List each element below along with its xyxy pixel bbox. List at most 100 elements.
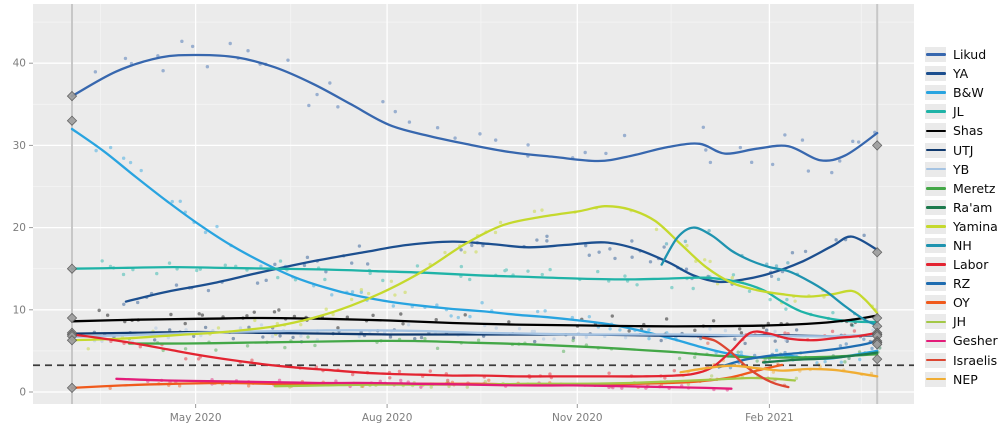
legend-color-line <box>925 320 946 324</box>
series-line-jl <box>70 265 879 324</box>
legend-key-swatch <box>925 257 946 273</box>
legend-key-swatch <box>925 295 946 311</box>
legend-key-swatch <box>925 218 946 234</box>
x-tick-label: Nov 2020 <box>552 412 603 424</box>
series-line-meretz <box>127 339 879 359</box>
legend-color-line <box>925 53 946 56</box>
y-tick-label: 10 <box>13 304 26 316</box>
legend-label: NEP <box>953 371 978 387</box>
legend-key-swatch <box>925 104 946 120</box>
legend-color-line <box>925 339 946 343</box>
legend-label: Labor <box>953 257 989 273</box>
legend-key-swatch <box>925 352 946 368</box>
legend-label: JH <box>953 314 967 330</box>
legend-label: Israelis <box>953 352 998 368</box>
legend-key-swatch <box>925 237 946 253</box>
legend-item-gesher: Gesher <box>925 331 1000 350</box>
legend-color-line <box>925 225 946 228</box>
legend-label: Yamina <box>953 218 998 234</box>
legend-color-line <box>925 205 946 209</box>
legend-key-swatch <box>925 180 946 196</box>
legend-key-swatch <box>925 314 946 330</box>
y-tick-label: 20 <box>13 222 26 234</box>
series-line-ya <box>124 235 879 303</box>
series-line-gesher <box>115 377 733 390</box>
legend-color-line <box>925 282 946 286</box>
series-line-raam <box>761 351 879 364</box>
legend-item-shas: Shas <box>925 121 1000 140</box>
legend-label: UTJ <box>953 142 974 158</box>
legend-key-swatch <box>925 161 946 177</box>
legend-key-swatch <box>925 276 946 292</box>
legend-item-oy: OY <box>925 293 1000 312</box>
series-line-nep <box>679 364 879 378</box>
poll-scatter-points <box>86 39 882 392</box>
legend-color-line <box>925 72 946 75</box>
legend-color-line <box>925 263 946 266</box>
series-line-likud <box>70 53 879 163</box>
legend-label: OY <box>953 295 970 311</box>
legend-item-israelis: Israelis <box>925 351 1000 370</box>
y-tick-label: 40 <box>13 58 26 70</box>
legend-key-swatch <box>925 333 946 349</box>
legend-key-swatch <box>925 142 946 158</box>
legend-label: Ra'am <box>953 199 993 215</box>
legend-label: B&W <box>953 85 984 101</box>
legend-item-yamina: Yamina <box>925 217 1000 236</box>
x-tick-label: Aug 2020 <box>362 412 413 424</box>
legend-item-nh: NH <box>925 236 1000 255</box>
chart-legend: Likud YA B&W JL Shas UTJ YB Meretz Ra'am Yamina NH… <box>925 45 1000 389</box>
y-tick-label: 30 <box>13 140 26 152</box>
legend-label: YA <box>953 66 969 82</box>
x-tick-label: May 2020 <box>170 412 222 424</box>
legend-color-line <box>925 129 946 133</box>
x-tick-label: Feb 2021 <box>745 412 794 424</box>
plot-panel <box>33 4 914 404</box>
legend-label: Meretz <box>953 180 996 196</box>
legend-color-line <box>925 110 946 114</box>
election-result-markers <box>66 90 883 394</box>
legend-item-raam: Ra'am <box>925 198 1000 217</box>
legend-key-swatch <box>925 199 946 215</box>
legend-color-line <box>925 91 946 95</box>
series-line-rz <box>717 339 879 369</box>
legend-label: JL <box>953 104 964 120</box>
legend-color-line <box>925 186 946 190</box>
legend-item-utj: UTJ <box>925 140 1000 159</box>
series-line-jh <box>273 376 796 388</box>
legend-label: NH <box>953 237 972 253</box>
legend-color-line <box>925 167 946 171</box>
legend-item-jh: JH <box>925 312 1000 331</box>
legend-key-swatch <box>925 371 946 387</box>
scatter-likud <box>93 39 877 175</box>
series-line-nh <box>660 226 879 327</box>
legend-label: YB <box>953 161 970 177</box>
legend-item-labor: Labor <box>925 255 1000 274</box>
legend-item-bw: B&W <box>925 83 1000 102</box>
legend-label: RZ <box>953 276 971 292</box>
legend-item-likud: Likud <box>925 45 1000 64</box>
legend-label: Shas <box>953 123 984 139</box>
legend-color-line <box>925 244 946 247</box>
y-tick-label: 0 <box>19 387 26 399</box>
series-line-yamina <box>70 205 879 342</box>
legend-item-nep: NEP <box>925 370 1000 389</box>
legend-key-swatch <box>925 85 946 101</box>
series-line-shas <box>70 314 879 328</box>
legend-key-swatch <box>925 47 946 63</box>
series-line-labor <box>70 330 879 378</box>
legend-item-yb: YB <box>925 160 1000 179</box>
legend-item-meretz: Meretz <box>925 179 1000 198</box>
legend-key-swatch <box>925 123 946 139</box>
legend-color-line <box>925 148 946 152</box>
legend-item-ya: YA <box>925 64 1000 83</box>
legend-color-line <box>925 358 946 362</box>
legend-item-rz: RZ <box>925 274 1000 293</box>
legend-label: Gesher <box>953 333 998 349</box>
legend-color-line <box>925 377 946 381</box>
legend-color-line <box>925 301 946 305</box>
legend-item-jl: JL <box>925 102 1000 121</box>
axis-labels: 0 10 20 30 40 May 2020 Aug 2020 Nov 2020 Feb 202… <box>13 58 794 424</box>
